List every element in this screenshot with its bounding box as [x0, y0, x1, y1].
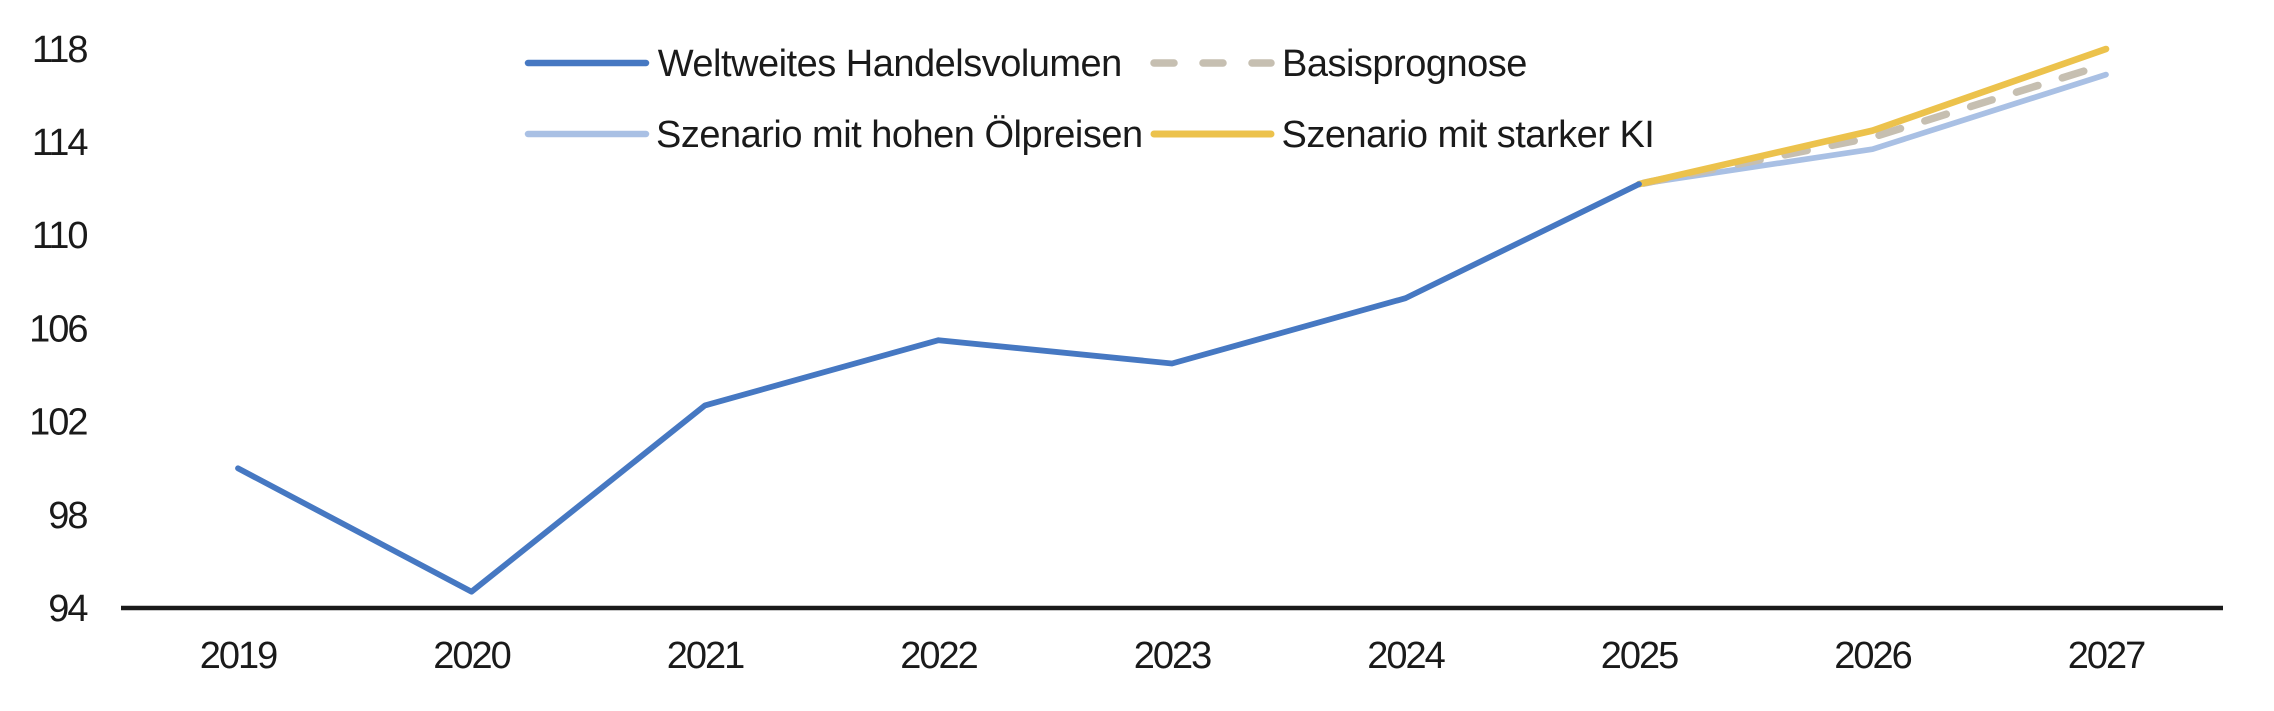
svg-text:106: 106 — [29, 309, 87, 351]
svg-text:2019: 2019 — [200, 635, 277, 677]
svg-text:Basisprognose: Basisprognose — [1282, 43, 1527, 85]
svg-text:2022: 2022 — [900, 635, 977, 677]
svg-text:2024: 2024 — [1367, 635, 1445, 677]
svg-text:110: 110 — [32, 215, 87, 257]
svg-text:114: 114 — [32, 122, 88, 164]
svg-text:2021: 2021 — [667, 635, 744, 677]
svg-text:94: 94 — [48, 588, 88, 630]
svg-text:2020: 2020 — [433, 635, 510, 677]
svg-text:102: 102 — [29, 402, 87, 444]
svg-text:Szenario mit starker KI: Szenario mit starker KI — [1282, 114, 1655, 156]
svg-text:118: 118 — [32, 29, 87, 71]
svg-text:Szenario mit hohen Ölpreisen: Szenario mit hohen Ölpreisen — [656, 114, 1143, 156]
svg-text:2023: 2023 — [1134, 635, 1211, 677]
svg-text:Weltweites Handelsvolumen: Weltweites Handelsvolumen — [658, 43, 1122, 85]
svg-text:2026: 2026 — [1834, 635, 1911, 677]
svg-text:2025: 2025 — [1601, 635, 1678, 677]
svg-text:98: 98 — [48, 495, 87, 537]
svg-text:2027: 2027 — [2068, 635, 2145, 677]
